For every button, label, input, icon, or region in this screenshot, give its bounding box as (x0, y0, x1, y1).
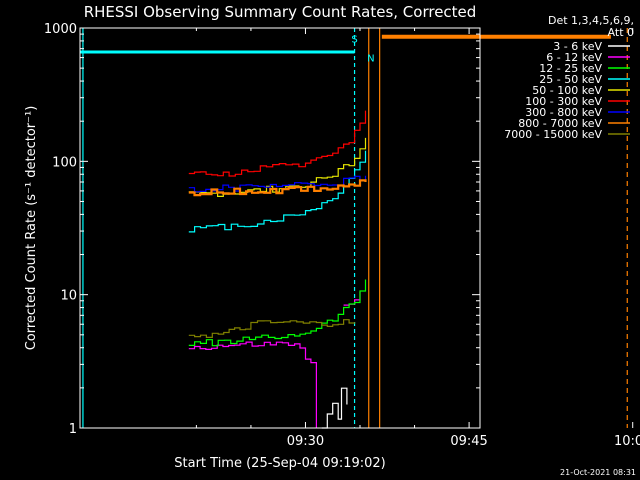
y-tick-label-0: 1 (69, 422, 77, 437)
y-tick-label-2: 100 (52, 155, 77, 170)
series-line-4-seg-0 (188, 137, 367, 197)
legend-header-0: Det 1,3,4,5,6,9, (548, 14, 634, 27)
series-line-1-seg-0 (188, 341, 317, 428)
legend-label-1: 6 - 12 keV (546, 51, 602, 64)
series-line-0-seg-0 (321, 387, 348, 429)
series-line-5-seg-0 (188, 110, 367, 177)
chart-title: RHESSI Observing Summary Count Rates, Co… (84, 3, 477, 21)
y-tick-label-3: 1000 (44, 22, 77, 37)
legend-label-6: 300 - 800 keV (525, 106, 602, 119)
legend-header-1: Att 0 (608, 26, 634, 39)
y-axis-label: Corrected Count Rate (s⁻¹ detector⁻¹) (24, 106, 39, 351)
series-line-8-seg-0 (188, 319, 356, 338)
legend-label-4: 50 - 100 keV (532, 84, 602, 97)
legend-label-5: 100 - 300 keV (525, 95, 602, 108)
x-tick-label-0: 09:30 (287, 434, 324, 449)
legend-label-8: 7000 - 15000 keV (504, 128, 602, 141)
series-line-7-seg-0 (188, 179, 367, 197)
plot-frame (79, 27, 481, 429)
legend-label-3: 25 - 50 keV (539, 73, 602, 86)
marker-label-n: N (367, 54, 374, 65)
legend-label-0: 3 - 6 keV (553, 40, 602, 53)
series-line-3-seg-0 (188, 150, 367, 233)
x-axis-label: Start Time (25-Sep-04 09:19:02) (174, 456, 385, 471)
legend-label-2: 12 - 25 keV (539, 62, 602, 75)
x-tick-label-1: 09:45 (450, 434, 487, 449)
timestamp: 21-Oct-2021 08:31 (560, 468, 636, 477)
legend-label-7: 800 - 7000 keV (518, 117, 602, 130)
series-line-2-seg-0 (188, 279, 367, 347)
x-tick-label-2: 10:00 (614, 434, 640, 449)
y-tick-label-1: 10 (60, 289, 77, 304)
plot-content: SN (80, 28, 628, 429)
marker-label-s: S (351, 34, 357, 45)
